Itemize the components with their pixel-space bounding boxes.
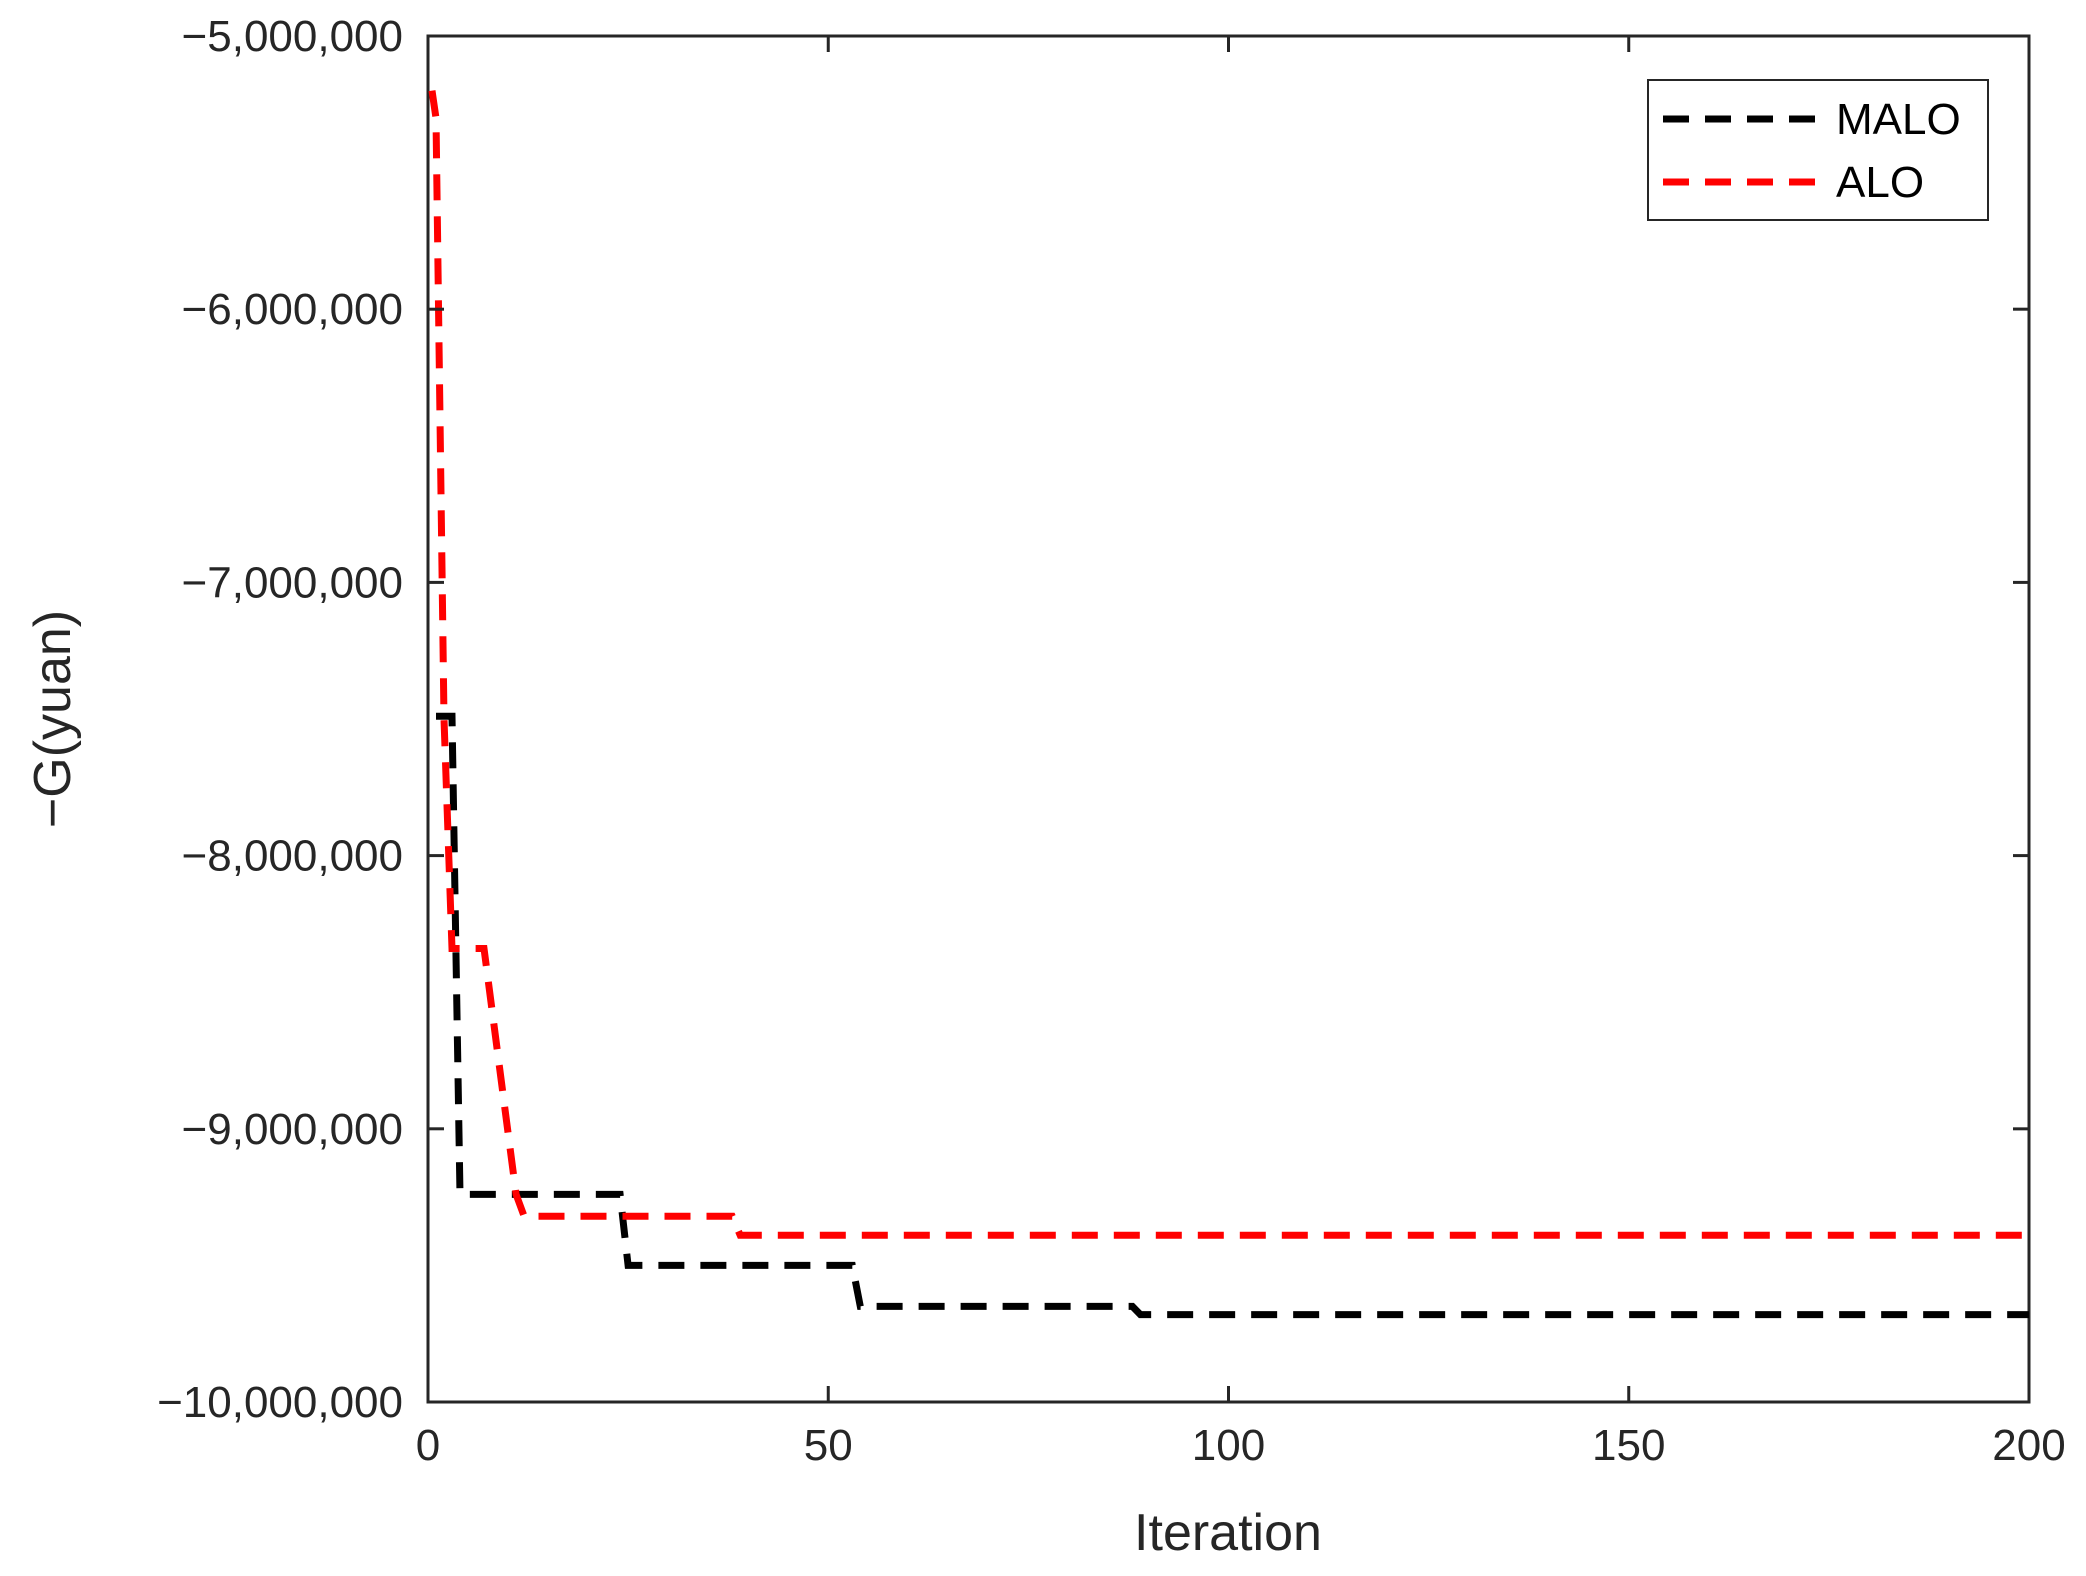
x-tick-label: 200 bbox=[1992, 1421, 2065, 1470]
y-tick-label: −10,000,000 bbox=[157, 1378, 403, 1427]
series-layer bbox=[428, 90, 2029, 1319]
y-tick-label: −7,000,000 bbox=[182, 558, 403, 607]
y-tick-label: −9,000,000 bbox=[182, 1105, 403, 1154]
y-axis-label: −G(yuan) bbox=[24, 610, 82, 828]
series-line-malo bbox=[436, 712, 2029, 1319]
x-tick-label: 50 bbox=[804, 1421, 853, 1470]
plot-frame bbox=[426, 34, 2031, 1404]
x-tick-label: 0 bbox=[416, 1421, 440, 1470]
legend: MALO ALO bbox=[1647, 79, 1989, 221]
x-tick-label: 150 bbox=[1592, 1421, 1665, 1470]
y-tick-label: −8,000,000 bbox=[182, 832, 403, 881]
y-tick-label: −5,000,000 bbox=[182, 12, 403, 61]
x-axis-label: Iteration bbox=[1134, 1504, 1322, 1562]
legend-label-malo: MALO bbox=[1836, 95, 1961, 144]
tick-layer bbox=[426, 34, 2031, 1404]
series-line-alo bbox=[428, 90, 2029, 1239]
legend-box bbox=[1647, 79, 1989, 221]
legend-label-alo: ALO bbox=[1836, 158, 1924, 207]
y-tick-label: −6,000,000 bbox=[182, 285, 403, 334]
x-tick-labels: 0 50 100 150 200 bbox=[416, 1421, 2066, 1470]
plot-area bbox=[426, 34, 2031, 1404]
y-tick-labels: −10,000,000 −9,000,000 −8,000,000 −7,000,00… bbox=[157, 12, 403, 1427]
x-tick-label: 100 bbox=[1192, 1421, 1265, 1470]
